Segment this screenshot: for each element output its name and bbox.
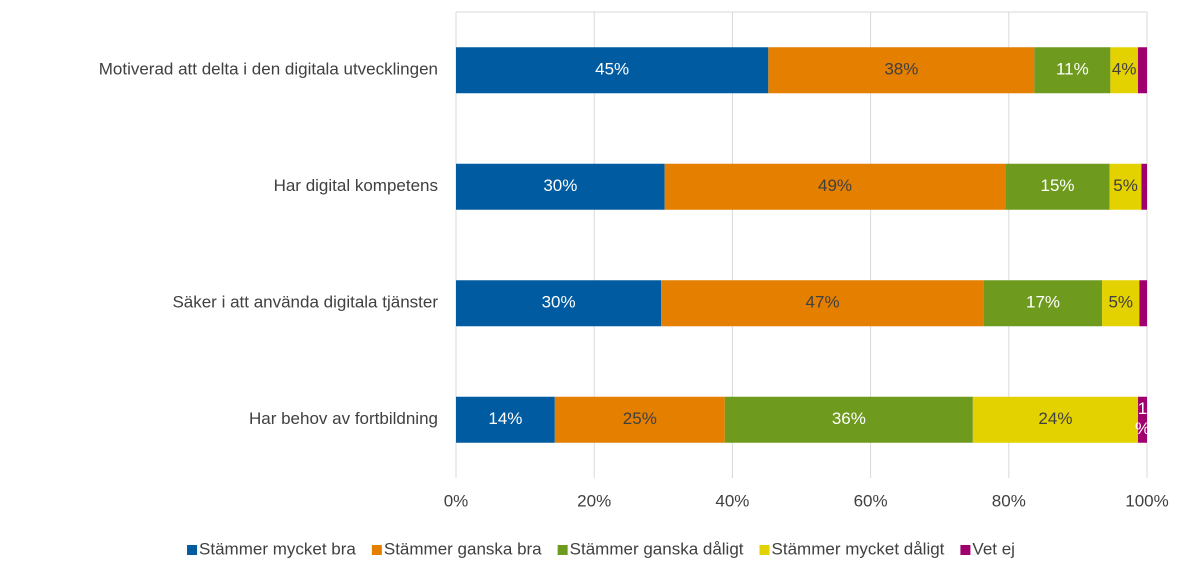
bar-segment <box>456 280 662 327</box>
bar-segment <box>983 280 1103 327</box>
bar-segment <box>554 396 725 443</box>
legend-swatch <box>557 545 568 555</box>
data-label: 5% <box>1108 293 1133 312</box>
legend-label: Stämmer mycket dåligt <box>772 539 945 558</box>
bar-segment <box>456 163 665 210</box>
data-label: 11% <box>1056 60 1089 79</box>
data-label: 5% <box>1113 176 1138 195</box>
x-tick-label: 20% <box>577 491 611 510</box>
y-tick-label: Har digital kompetens <box>274 176 438 195</box>
bar-segment <box>1139 280 1147 327</box>
legend-label: Vet ej <box>972 539 1015 558</box>
data-label: 47% <box>806 293 840 312</box>
legend-label: Stämmer mycket bra <box>199 539 356 558</box>
bar-segment <box>1005 163 1110 210</box>
data-label: 14% <box>488 409 522 428</box>
data-label: 45% <box>595 60 629 79</box>
bar-segment <box>456 396 555 443</box>
bar-segment <box>1141 163 1147 210</box>
bar-segment <box>1102 280 1140 327</box>
legend-swatch <box>187 545 198 555</box>
data-label: 24% <box>1038 409 1072 428</box>
bar-segment <box>972 396 1139 443</box>
bar-segment <box>768 47 1035 94</box>
bar-segment <box>1109 163 1142 210</box>
y-tick-label: Säker i att använda digitala tjänster <box>172 293 438 312</box>
bar-segment <box>1138 396 1147 443</box>
y-tick-label: Motiverad att delta i den digitala utvec… <box>99 60 438 79</box>
legend-swatch <box>960 545 971 555</box>
legend-swatch <box>371 545 382 555</box>
data-label: 30% <box>542 293 576 312</box>
data-label: 1% <box>1135 399 1150 438</box>
data-label: 49% <box>818 176 852 195</box>
legend-label: Stämmer ganska dåligt <box>570 539 744 558</box>
x-tick-label: 0% <box>444 491 469 510</box>
legend-swatch <box>759 545 770 555</box>
legend-label: Stämmer ganska bra <box>384 539 542 558</box>
bar-segment <box>724 396 973 443</box>
data-label: 4% <box>1112 60 1137 79</box>
x-tick-label: 80% <box>992 491 1026 510</box>
bar-segment <box>1138 47 1147 94</box>
data-label: 17% <box>1026 293 1060 312</box>
data-label: 38% <box>884 60 918 79</box>
legend: Stämmer mycket bra Stämmer ganska bra Stäm… <box>187 539 1015 558</box>
bar-segment <box>664 163 1006 210</box>
data-label: 25% <box>623 409 657 428</box>
bar-segment <box>1034 47 1111 94</box>
data-label: 30% <box>543 176 577 195</box>
bar-segment <box>661 280 984 327</box>
x-tick-label: 60% <box>854 491 888 510</box>
x-tick-label: 100% <box>1125 491 1168 510</box>
bar-segment <box>1110 47 1139 94</box>
data-label: 36% <box>832 409 866 428</box>
y-tick-label: Har behov av fortbildning <box>249 409 438 428</box>
bar-segment <box>456 47 769 94</box>
x-tick-label: 40% <box>715 491 749 510</box>
data-label: 15% <box>1040 176 1074 195</box>
